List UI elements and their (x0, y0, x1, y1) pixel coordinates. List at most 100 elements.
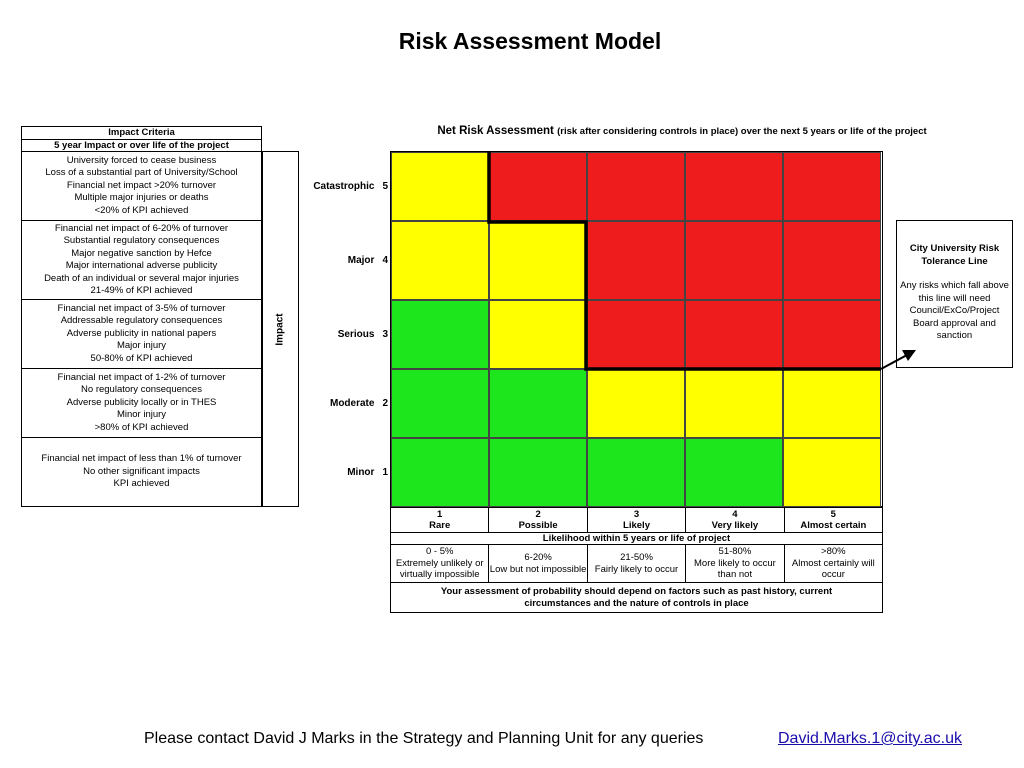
likelihood-range: 6-20% (524, 552, 552, 563)
severity-number: 2 (382, 397, 388, 409)
impact-criteria-line: Financial net impact of 3-5% of turnover (57, 302, 226, 314)
risk-cell-green (391, 369, 489, 438)
risk-cell-red (685, 300, 783, 369)
impact-criteria-line: No other significant impacts (83, 465, 200, 477)
net-risk-subtitle: (risk after considering controls in plac… (557, 126, 927, 137)
impact-criteria-line: Loss of a substantial part of University… (45, 167, 238, 179)
risk-cell-red (783, 152, 881, 221)
likelihood-column-description: >80% Almost certainly will occur (785, 545, 882, 582)
severity-label: Minor 1 (299, 437, 390, 507)
likelihood-names-row: 1 Rare 2 Possible 3 Likely 4 Very likely 5 Almost… (390, 507, 883, 533)
likelihood-desc: Fairly likely to occur (594, 563, 679, 575)
severity-number: 4 (382, 254, 388, 266)
likelihood-column-header: 2 Possible (489, 508, 588, 532)
impact-criteria-line: Multiple major injuries or deaths (74, 192, 209, 204)
impact-criteria-line: Financial net impact of less than 1% of … (41, 453, 242, 465)
severity-label: Moderate 2 (299, 368, 390, 438)
likelihood-number: 3 (633, 508, 640, 520)
risk-cell-red (587, 300, 685, 369)
impact-criteria-line: No regulatory consequences (81, 384, 202, 396)
impact-criteria-line: Major international adverse publicity (65, 260, 218, 271)
likelihood-name: Rare (429, 520, 451, 531)
footer-email-link[interactable]: David.Marks.1@city.ac.uk (778, 730, 962, 747)
tolerance-arrow-line (880, 354, 908, 370)
likelihood-range: 21-50% (620, 552, 653, 563)
tolerance-arrow-head (902, 350, 916, 361)
impact-criteria-line: Adverse publicity locally or in THES (66, 396, 217, 408)
likelihood-number: 1 (437, 508, 443, 520)
impact-criteria-line: Financial net impact of 1-2% of turnover (57, 371, 226, 383)
likelihood-column-description: 51-80% More likely to occur than not (686, 545, 785, 582)
impact-criteria-row: Financial net impact of less than 1% of … (21, 437, 262, 507)
risk-cell-yellow (685, 369, 783, 438)
impact-criteria-line: Death of an individual or several major … (44, 272, 239, 284)
severity-label: Serious 3 (299, 299, 390, 369)
impact-criteria-line: Major negative sanction by Hefce (71, 247, 212, 259)
likelihood-column-header: 1 Rare (391, 508, 490, 532)
tolerance-title: City University Risk Tolerance Line (909, 243, 1000, 267)
likelihood-name: Possible (518, 520, 558, 531)
severity-name: Serious (337, 328, 375, 340)
severity-name: Moderate (329, 397, 375, 409)
impact-criteria-line: Addressable regulatory consequences (60, 315, 223, 327)
impact-criteria-line: University forced to cease business (66, 154, 217, 166)
severity-name: Catastrophic (313, 180, 375, 192)
risk-cell-red (489, 152, 587, 221)
impact-criteria-line: Substantial regulatory consequences (63, 235, 220, 246)
likelihood-number: 4 (732, 508, 738, 520)
risk-cell-red (783, 221, 881, 300)
likelihood-name: Almost certain (800, 520, 867, 531)
likelihood-desc: More likely to occur than not (694, 557, 776, 581)
severity-name: Minor (347, 466, 375, 478)
severity-name: Major (347, 254, 375, 266)
likelihood-desc: Almost certainly will occur (791, 557, 875, 581)
impact-axis-box (262, 151, 299, 507)
impact-criteria-line: 21-49% of KPI achieved (90, 285, 193, 296)
risk-cell-yellow (391, 221, 489, 300)
impact-criteria-line: Minor injury (116, 409, 167, 421)
likelihood-name: Very likely (711, 520, 759, 531)
likelihood-number: 2 (535, 508, 541, 520)
impact-criteria-line: Adverse publicity in national papers (66, 327, 217, 339)
risk-cell-green (391, 300, 489, 369)
footer-contact-text: Please contact David J Marks in the Stra… (144, 730, 704, 747)
net-risk-heading: Net Risk Assessment (risk after consider… (262, 125, 1024, 137)
likelihood-column-header: 4 Very likely (686, 508, 785, 532)
severity-number: 5 (382, 180, 388, 192)
risk-cell-red (685, 152, 783, 221)
severity-number: 3 (382, 328, 388, 340)
page-title: Risk Assessment Model (398, 28, 662, 54)
impact-criteria-line: Financial net impact >20% turnover (66, 179, 217, 191)
risk-cell-green (489, 369, 587, 438)
likelihood-desc: Low but not impossible (489, 563, 587, 575)
likelihood-column-header: 3 Likely (588, 508, 687, 532)
likelihood-desc: Extremely unlikely or virtually impossib… (395, 557, 484, 581)
impact-criteria-line: Financial net impact of 6-20% of turnove… (54, 222, 229, 234)
risk-cell-green (391, 438, 489, 507)
risk-cell-yellow (783, 438, 881, 507)
risk-cell-yellow (587, 369, 685, 438)
tolerance-boundary-line (487, 151, 881, 371)
risk-cell-green (587, 438, 685, 507)
risk-matrix (390, 151, 883, 507)
severity-label: Catastrophic 5 (299, 151, 390, 221)
likelihood-column-header: 5 Almost certain (785, 508, 882, 532)
severity-label: Major 4 (299, 220, 390, 300)
risk-cell-green (685, 438, 783, 507)
risk-cell-yellow (783, 369, 881, 438)
likelihood-number: 5 (830, 508, 836, 520)
net-risk-title: Net Risk Assessment (437, 125, 554, 137)
likelihood-note: Your assessment of probability should de… (390, 582, 883, 613)
likelihood-column-description: 6-20% Low but not impossible (489, 545, 588, 582)
likelihood-column-description: 0 - 5% Extremely unlikely or virtually im… (391, 545, 490, 582)
risk-cell-red (685, 221, 783, 300)
risk-cell-red (587, 152, 685, 221)
impact-criteria-line: 50-80% of KPI achieved (90, 352, 193, 364)
likelihood-range: 51-80% (718, 546, 752, 558)
tolerance-body: Any risks which fall above this line wil… (900, 280, 1009, 341)
severity-number: 1 (382, 466, 388, 478)
likelihood-name: Likely (623, 520, 650, 531)
likelihood-range: 0 - 5% (425, 546, 454, 558)
impact-criteria-line: <20% of KPI achieved (94, 204, 189, 216)
